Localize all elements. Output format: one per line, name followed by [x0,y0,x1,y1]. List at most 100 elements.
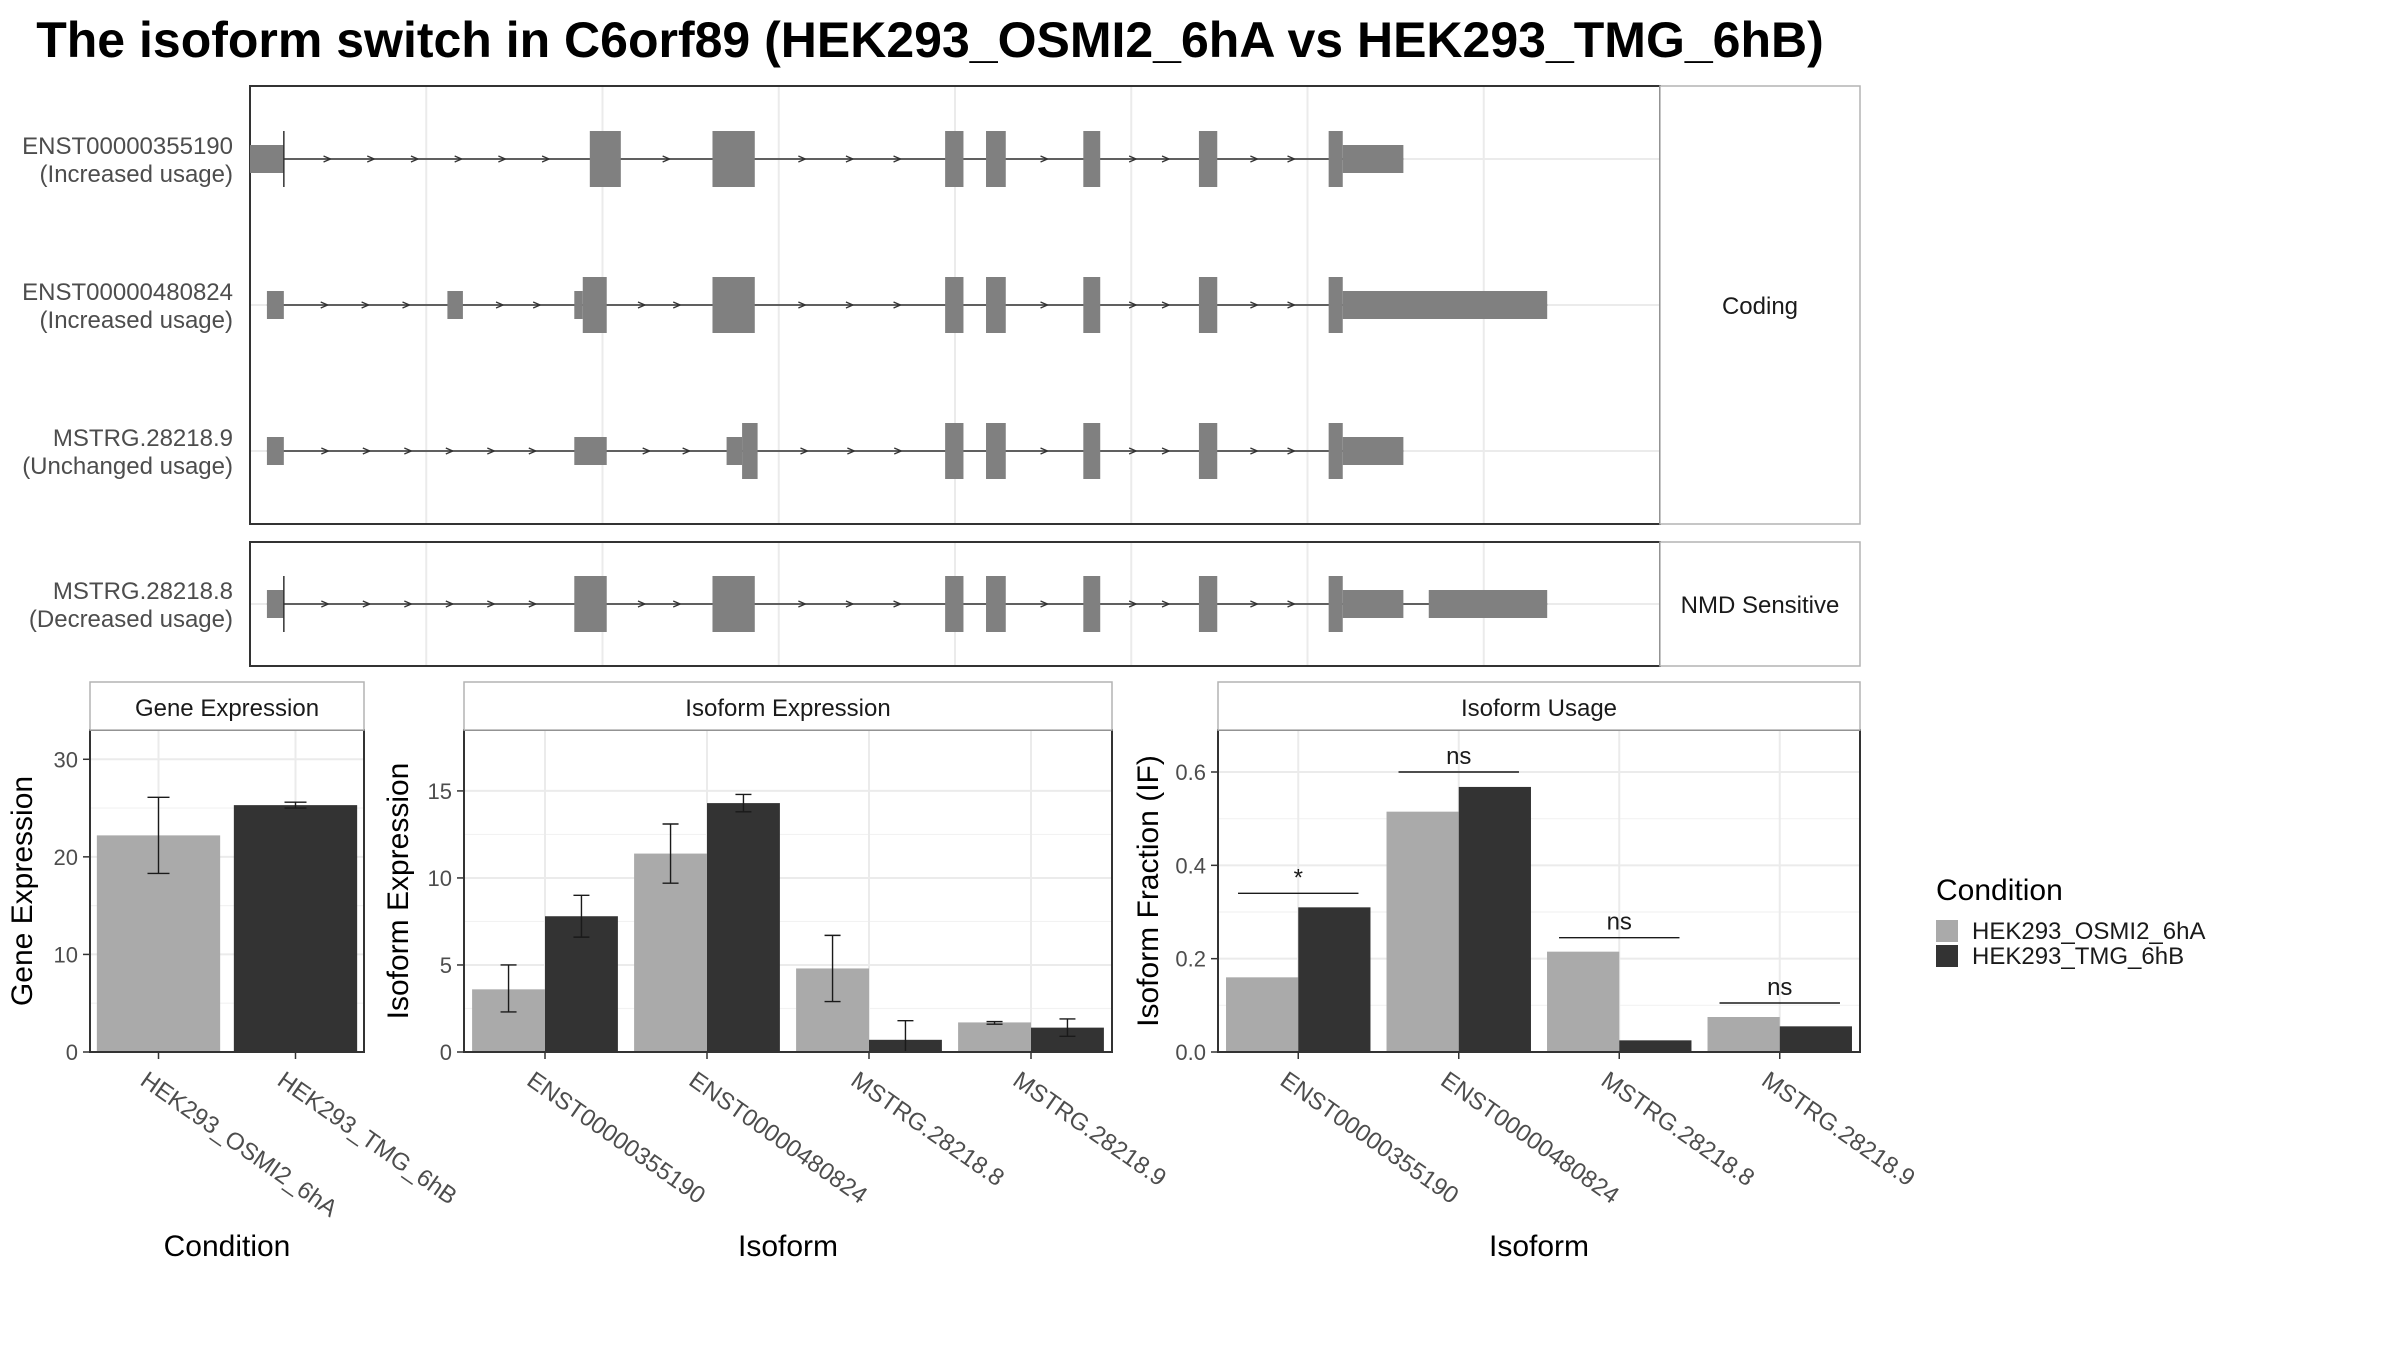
structure-facet-label: Coding [1722,293,1798,320]
intron-direction-arrow [320,301,330,309]
intron-direction-arrow [893,447,903,455]
coding-exon [589,131,621,187]
chart-strip [463,681,1113,731]
intron-direction-arrow [1128,447,1138,455]
intron-direction-arrow [362,600,372,608]
expression-charts: Gene Expression0102030HEK293_OSMI2_6hAHE… [6,681,1920,1263]
chart-strip [1217,681,1861,731]
intron-direction-arrow [410,155,420,163]
intron-direction-arrow [1250,447,1260,455]
utr-exon [1342,291,1548,319]
intron-direction-arrow [1128,155,1138,163]
bar [233,805,358,1052]
intron-direction-arrow [1040,301,1050,309]
structure-facet-strip [1659,85,1861,525]
intron-direction-arrow [662,155,672,163]
intron-direction-arrow [800,447,810,455]
transcript-usage-label: (Increased usage) [40,161,233,188]
intron-direction-arrow [541,155,551,163]
utr-exon [574,437,607,465]
chart-title: Gene Expression [135,695,319,722]
intron-direction-arrow [1040,447,1050,455]
utr-exon [250,145,284,173]
intron-direction-arrow [1287,447,1297,455]
intron-direction-arrow [528,600,538,608]
legend-swatch [1936,945,1958,967]
chart-1: Isoform Expression 0 5 10 15 ENST00000355190E… [382,681,1171,1263]
significance-label: ns [1446,743,1471,770]
utr-exon [447,291,463,319]
coding-exon [574,576,607,632]
coding-exon [945,576,964,632]
intron-direction-arrow [1040,600,1050,608]
intron-direction-arrow [893,600,903,608]
bar [1707,1017,1780,1052]
x-axis-title: Isoform [1489,1230,1589,1263]
intron-direction-arrow [362,447,372,455]
structure-facet-strip [1659,541,1861,667]
utr-exon [1342,145,1404,173]
coding-exon [1083,576,1101,632]
intron-direction-arrow [323,155,333,163]
intron-direction-arrow [528,447,538,455]
chart-title: Isoform Usage [1461,695,1617,722]
x-tick-label: ENST00000480824 [684,1067,872,1210]
x-tick-label: MSTRG.28218.8 [1596,1067,1759,1192]
y-tick-label: 0.0 [1175,1040,1206,1065]
intron-direction-arrow [798,301,808,309]
intron-direction-arrow [1250,600,1260,608]
x-tick-label: MSTRG.28218.9 [1008,1067,1171,1192]
coding-exon [1198,576,1218,632]
bar [1226,977,1299,1052]
intron-direction-arrow [487,447,496,455]
y-tick-label: 0.4 [1175,853,1206,878]
coding-exon [742,423,758,479]
legend-label: HEK293_OSMI2_6hA [1972,918,2205,945]
intron-direction-arrow [1161,155,1171,163]
coding-exon [945,277,964,333]
y-axis-title: Gene Expression [6,776,39,1006]
transcript-usage-label: (Decreased usage) [29,606,233,633]
figure-title: The isoform switch in C6orf89 (HEK293_OS… [36,12,1824,68]
intron-direction-arrow [1161,301,1171,309]
utr-exon [266,437,284,465]
transcript-id-label: MSTRG.28218.8 [53,578,233,605]
intron-direction-arrow [672,600,682,608]
bar [1547,951,1620,1052]
x-axis-title: Isoform [738,1230,838,1263]
x-tick-label: MSTRG.28218.8 [846,1067,1009,1192]
intron-direction-arrow [893,301,903,309]
intron-direction-arrow [672,301,682,309]
intron-direction-arrow [321,447,330,455]
coding-exon [945,131,964,187]
intron-direction-arrow [1161,447,1171,455]
y-tick-label: 0 [440,1040,452,1065]
intron-direction-arrow [1040,155,1050,163]
intron-direction-arrow [845,301,855,309]
bar [1619,1040,1692,1052]
legend-label: HEK293_TMG_6hB [1972,943,2184,970]
y-tick-label: 15 [428,779,452,804]
intron-direction-arrow [361,301,371,309]
transcript-id-label: ENST00000480824 [22,279,233,306]
y-tick-label: 20 [54,845,78,870]
utr-exon [726,437,743,465]
intron-direction-arrow [1161,600,1171,608]
utr-exon [1342,590,1404,618]
coding-exon [1198,423,1218,479]
coding-exon [1328,423,1343,479]
intron-direction-arrow [845,600,855,608]
bar [634,853,707,1052]
bar [1298,907,1371,1052]
y-tick-label: 5 [440,953,452,978]
bar [1458,786,1531,1052]
transcript-id-label: MSTRG.28218.9 [53,425,233,452]
chart-strip [89,681,365,731]
intron-direction-arrow [487,600,496,608]
intron-direction-arrow [798,600,808,608]
